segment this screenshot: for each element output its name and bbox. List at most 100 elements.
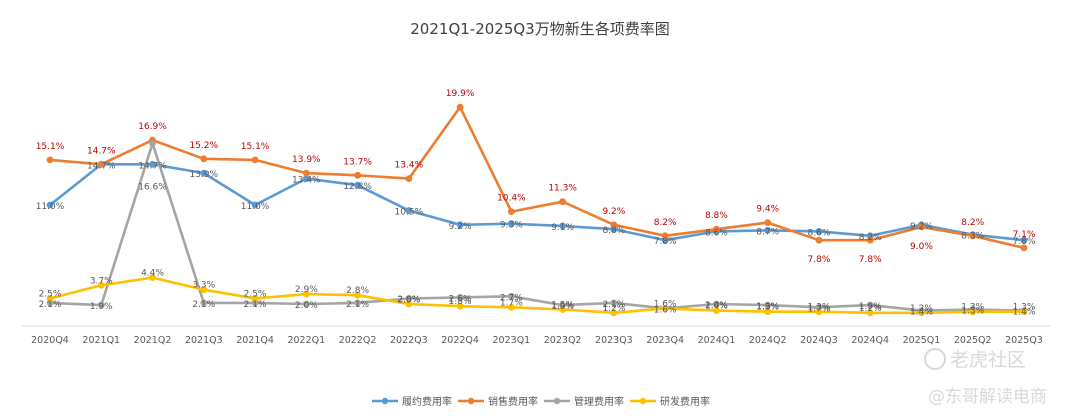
data-label-s3-15: 1.3% xyxy=(808,303,831,313)
series-line-1 xyxy=(49,105,1025,250)
data-point-s2-6 xyxy=(354,299,361,307)
x-tick-label: 2023Q1 xyxy=(493,335,531,346)
x-tick-label: 2021Q1 xyxy=(82,335,120,346)
data-label-s2-7: 2.5% xyxy=(397,296,420,306)
data-label-s2-1: 1.9% xyxy=(90,302,113,312)
data-labels: 11.0% 14.7% 14.7% 13.9% 11.0% 13.4% 12.8% 10.5%… xyxy=(36,89,1036,318)
data-label-s2-3: 2.1% xyxy=(192,300,215,310)
data-point-s3-6 xyxy=(354,291,361,299)
data-point-s1-3 xyxy=(200,155,208,163)
data-label-s2-9: 2.7% xyxy=(500,293,523,303)
data-label-s0-0: 11.0% xyxy=(36,202,65,212)
series-line-2 xyxy=(49,142,1025,312)
data-label-s3-13: 1.4% xyxy=(705,302,728,312)
data-label-s0-15: 8.6% xyxy=(808,228,831,238)
data-point-s3-12 xyxy=(661,305,669,312)
data-point-s1-7 xyxy=(405,175,413,183)
data-point-s3-5 xyxy=(302,290,310,298)
data-label-s1-8: 19.9% xyxy=(446,89,475,99)
data-point-s0-8 xyxy=(456,221,464,229)
data-label-s0-12: 7.8% xyxy=(654,237,677,247)
series-line-0 xyxy=(49,163,1025,242)
data-point-s1-4 xyxy=(251,156,259,164)
data-label-s0-2: 14.7% xyxy=(138,161,167,171)
data-point-s3-1 xyxy=(97,281,105,289)
data-point-s3-13 xyxy=(713,307,720,314)
data-label-s0-3: 13.9% xyxy=(189,170,218,180)
data-point-s3-7 xyxy=(405,300,413,308)
data-label-s3-4: 2.5% xyxy=(244,290,267,300)
data-label-s1-9: 10.4% xyxy=(497,194,526,204)
data-label-s1-18: 8.2% xyxy=(961,218,984,228)
x-tick-label: 2023Q2 xyxy=(544,335,582,346)
legend-label-2: 管理费用率 xyxy=(574,395,624,408)
tiger-logo-icon xyxy=(924,348,946,370)
data-label-s0-10: 9.1% xyxy=(551,223,574,233)
x-tick-label: 2024Q3 xyxy=(800,335,838,346)
data-label-s3-17: 1.2% xyxy=(910,304,933,314)
data-label-s1-1: 14.7% xyxy=(87,146,116,156)
x-tick-label: 2022Q4 xyxy=(441,335,479,346)
data-label-s1-3: 15.2% xyxy=(189,141,218,151)
data-label-s1-6: 13.7% xyxy=(343,157,372,167)
data-point-s3-19 xyxy=(1020,308,1028,316)
data-point-s2-8 xyxy=(456,294,464,301)
data-point-s2-2 xyxy=(149,140,156,147)
data-label-s2-16: 1.9% xyxy=(859,302,882,312)
legend-marker-2 xyxy=(553,397,561,405)
x-tick-label: 2023Q4 xyxy=(646,335,684,346)
data-label-s2-15: 1.7% xyxy=(808,304,831,314)
data-point-s3-10 xyxy=(559,306,567,313)
watermark-line2: @东哥解读电商 xyxy=(928,387,1047,407)
data-label-s3-11: 1.2% xyxy=(602,304,625,314)
legend-label-3: 研发费用率 xyxy=(660,395,710,408)
data-label-s3-0: 2.5% xyxy=(39,290,62,300)
data-label-s0-8: 9.2% xyxy=(449,222,472,232)
x-tick-label: 2025Q1 xyxy=(903,335,941,346)
legend-label-0: 履约费用率 xyxy=(402,395,452,408)
data-label-s3-1: 3.7% xyxy=(90,276,113,286)
data-label-s3-8: 1.8% xyxy=(449,297,472,307)
x-tick-label: 2022Q3 xyxy=(390,335,428,346)
data-label-s1-4: 15.1% xyxy=(241,142,270,152)
data-label-s2-17: 1.4% xyxy=(910,308,933,318)
data-label-s3-19: 1.3% xyxy=(1013,303,1036,313)
data-label-s3-6: 2.8% xyxy=(346,286,369,296)
data-point-s2-14 xyxy=(764,301,772,309)
data-label-s1-13: 8.8% xyxy=(705,211,728,221)
data-point-s1-17 xyxy=(918,223,925,231)
legend: 履约费用率 销售费用率 管理费用率 研发费用率 xyxy=(372,395,710,408)
data-label-s2-12: 1.6% xyxy=(654,305,677,315)
data-label-s1-15: 7.8% xyxy=(808,255,831,265)
data-point-s2-1 xyxy=(97,301,105,309)
data-point-s1-19 xyxy=(1020,244,1028,252)
data-point-s2-11 xyxy=(610,299,618,307)
legend-marker-3 xyxy=(639,397,647,405)
x-tick-label: 2024Q4 xyxy=(851,335,889,346)
x-tick-label: 2020Q4 xyxy=(31,335,69,346)
data-label-s2-5: 2.0% xyxy=(295,301,318,311)
data-point-s1-1 xyxy=(97,160,105,168)
data-label-s3-12: 1.6% xyxy=(654,299,677,309)
data-label-s2-11: 2.1% xyxy=(602,300,625,310)
data-label-s0-7: 10.5% xyxy=(395,208,424,218)
x-axis: 2020Q4 2021Q1 2021Q2 2021Q3 2021Q4 2022Q1 2022… xyxy=(22,325,1050,346)
x-tick-label: 2025Q3 xyxy=(1005,335,1043,346)
x-tick-label: 2023Q3 xyxy=(595,335,633,346)
watermark: 老虎社区 @东哥解读电商 xyxy=(924,348,1047,407)
x-tick-label: 2022Q2 xyxy=(339,335,377,346)
x-tick-label: 2025Q2 xyxy=(954,335,992,346)
data-point-s3-4 xyxy=(251,295,259,302)
data-label-s1-10: 11.3% xyxy=(548,184,577,194)
data-label-s2-8: 2.6% xyxy=(449,294,472,304)
data-label-s0-11: 8.8% xyxy=(602,226,625,236)
series-line-3 xyxy=(49,276,1024,315)
x-tick-label: 2021Q4 xyxy=(236,335,274,346)
data-label-s0-1: 14.7% xyxy=(87,161,116,171)
data-label-s2-10: 1.9% xyxy=(551,302,574,312)
data-label-s2-19: 1.4% xyxy=(1013,308,1036,318)
data-label-s1-7: 13.4% xyxy=(395,161,424,171)
data-label-s1-2: 16.9% xyxy=(138,122,167,132)
data-label-s1-5: 13.9% xyxy=(292,155,321,165)
data-point-s3-15 xyxy=(815,308,823,316)
